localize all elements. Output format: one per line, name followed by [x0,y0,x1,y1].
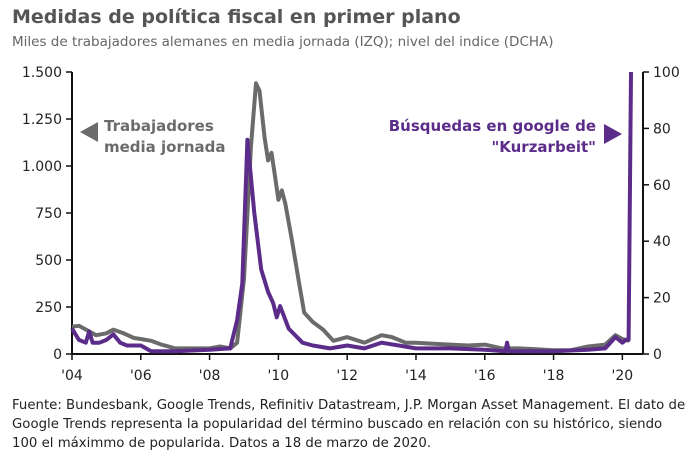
source-footnote: Fuente: Bundesbank, Google Trends, Refin… [12,398,686,451]
gray-series-arrow-icon [80,122,98,142]
right-tick-label: 40 [653,234,671,250]
x-tick-label: '06 [130,368,152,384]
right-tick-label: 60 [653,178,671,194]
gray-series-label-line2: media jornada [104,138,226,156]
left-tick-label: 750 [35,206,62,222]
chart-subtitle: Miles de trabajadores alemanes en media … [12,34,554,50]
left-tick-label: 1.250 [22,112,62,128]
right-tick-label: 100 [653,65,680,81]
left-tick-label: 1.500 [22,65,62,81]
purple-series-label-line1: Búsquedas en google de [389,117,596,135]
right-tick-label: 20 [653,291,671,307]
purple-series-label-line2: "Kurzarbeit" [491,138,596,156]
x-tick-label: '16 [474,368,496,384]
left-tick-label: 250 [35,300,62,316]
purple-series-line [70,71,633,354]
gray-series-label-line1: Trabajadores [104,117,214,135]
chart-title: Medidas de política fiscal en primer pla… [12,6,461,28]
x-tick-label: '20 [612,368,634,384]
x-tick-label: '08 [199,368,221,384]
x-tick-label: '10 [268,368,290,384]
purple-series-arrow-icon [604,124,622,144]
right-tick-label: 80 [653,121,671,137]
left-tick-label: 1.000 [22,159,62,175]
left-tick-label: 0 [53,347,62,363]
left-tick-label: 500 [35,253,62,269]
x-tick-label: '14 [405,368,427,384]
chart: 0 250 500 750 1.000 1.250 1.500 0 20 40 60 80 100 '04… [22,65,680,384]
x-tick-label: '04 [61,368,83,384]
x-tick-label: '18 [543,368,565,384]
x-tick-label: '12 [336,368,358,384]
right-tick-label: 0 [653,347,662,363]
